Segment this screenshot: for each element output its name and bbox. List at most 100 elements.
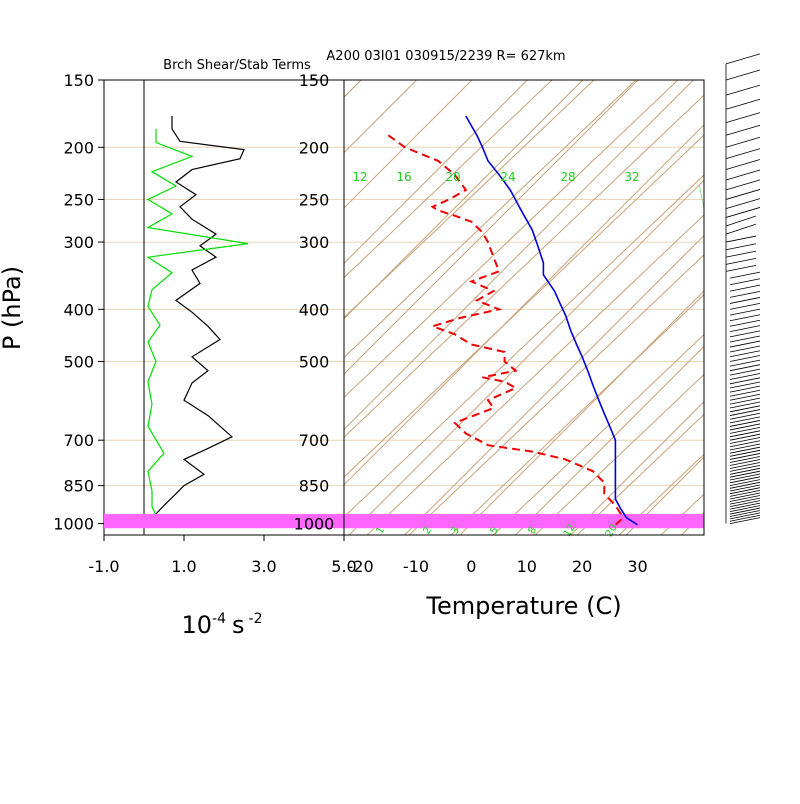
wind-barb (729, 476, 761, 484)
left-y-tick-label: 700 (63, 431, 94, 450)
wind-barb (729, 397, 761, 405)
wind-barb (729, 465, 761, 472)
left-x-tick-label: 1.0 (171, 557, 196, 576)
wind-barb (729, 459, 761, 466)
temperature-profile-line (465, 115, 638, 526)
left-y-tick-label: 200 (63, 138, 94, 157)
wind-barb (725, 215, 757, 227)
wind-barb (725, 223, 757, 235)
wind-barb (729, 359, 761, 367)
dry-adiabat-line (576, 413, 704, 535)
right-x-tick-label: -10 (403, 557, 429, 576)
wind-barb (725, 112, 761, 124)
dry-adiabat-line (344, 174, 704, 518)
wind-barb (729, 319, 761, 327)
wind-barb (725, 84, 761, 96)
wind-barb (725, 148, 761, 160)
wind-barb (729, 484, 761, 492)
isotherm-line (344, 80, 528, 264)
dry-adiabat-line (344, 134, 704, 478)
wind-barb (725, 257, 757, 265)
right-y-tick-label: 500 (299, 353, 330, 372)
wind-barb (725, 53, 761, 65)
wind-barb (729, 409, 761, 416)
wind-barb (729, 481, 761, 489)
wind-barb (725, 169, 761, 181)
mixing-ratio-bottom-label: 5 (488, 525, 501, 536)
isotherm-line (792, 80, 800, 535)
wind-barb (729, 502, 761, 510)
wind-barb (729, 487, 761, 495)
wind-barb (725, 264, 757, 272)
wind-barb (729, 505, 761, 512)
right-y-tick-label: 250 (299, 190, 330, 209)
dry-adiabat-line (618, 453, 704, 535)
wind-barb (729, 437, 761, 444)
wind-barb (729, 440, 761, 448)
isotherm-line (344, 80, 694, 431)
wind-barb (729, 512, 761, 520)
isotherm-line (344, 124, 704, 486)
wind-barb (729, 330, 761, 338)
wind-barb (729, 302, 761, 310)
dewpoint-profile-line (387, 134, 622, 526)
wind-barb (729, 427, 761, 434)
right-y-tick-label: 200 (299, 138, 330, 157)
right-x-tick-label: -20 (348, 557, 374, 576)
wind-barb (729, 364, 761, 372)
wind-barb (729, 423, 761, 431)
isotherm-line (344, 80, 639, 375)
right-y-tick-label: 400 (299, 300, 330, 319)
wind-barb (729, 284, 761, 292)
wind-barb (729, 449, 761, 457)
left-panel: 150 200 250 300 400 500 700 850 1000 -1.0 1.0 3.0 5.… (53, 71, 356, 576)
mixing-ratio-bottom-label: 2 (421, 525, 434, 536)
wind-barb (729, 405, 761, 413)
left-x-tick-label: -1.0 (88, 557, 119, 576)
mixing-ratio-bottom-label: 1 (374, 525, 387, 536)
wind-barb (729, 492, 761, 500)
wind-barb (725, 69, 761, 81)
wind-barb (729, 497, 761, 505)
wind-barb (729, 393, 761, 401)
y-axis-label: P (hPa) (0, 266, 26, 350)
right-x-tick-label: 10 (517, 557, 537, 576)
wind-barb (725, 189, 761, 200)
left-series-group (143, 116, 249, 526)
wind-barb (729, 381, 761, 389)
wind-barb (729, 470, 761, 478)
right-plot-frame (343, 79, 705, 536)
isotherm-line (515, 345, 704, 535)
wind-barb (729, 325, 761, 333)
mixing-ratio-bottom-label: 8 (526, 525, 539, 536)
wind-barb (729, 389, 761, 397)
dry-adiabat-line (766, 23, 800, 555)
surface-layer-band (104, 514, 704, 529)
wind-barb (725, 235, 757, 243)
mixing-ratio-line (744, 185, 800, 535)
wind-barb (729, 443, 761, 451)
right-x-tick-label: 30 (627, 557, 647, 576)
wind-barb (729, 340, 761, 348)
wind-barb (725, 250, 757, 258)
wind-barb (729, 430, 761, 438)
wind-barb (725, 124, 761, 136)
right-panel-title: A200 03I01 030915/2239 R= 627km (326, 49, 565, 64)
wind-barb (729, 345, 761, 353)
x-axis-label-left: 10-4 s -2 (182, 611, 263, 639)
wind-barb (729, 314, 761, 322)
left-x-tick-label: 5.0 (331, 557, 356, 576)
left-y-tick-label: 1000 (53, 515, 94, 534)
right-x-tick-label: 20 (572, 557, 592, 576)
wind-barb (729, 377, 761, 385)
wind-barb (729, 453, 761, 460)
wind-barb (729, 335, 761, 343)
wind-barb (729, 517, 761, 524)
left-y-tick-label: 250 (63, 190, 94, 209)
dry-adiabat-line (344, 80, 637, 359)
wind-barb (729, 385, 761, 393)
wind-barb (729, 412, 761, 420)
dry-adiabat-line (534, 373, 704, 535)
wind-barb (729, 401, 761, 409)
